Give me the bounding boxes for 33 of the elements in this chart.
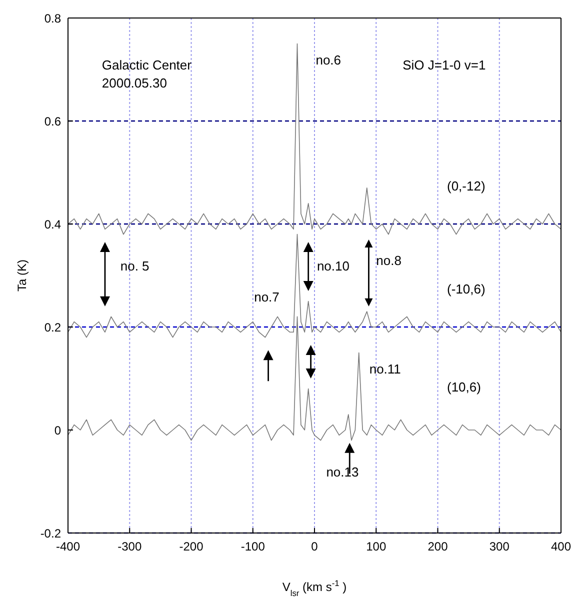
annotation: no. 5 xyxy=(120,258,150,274)
x-tick-label: 200 xyxy=(428,540,448,554)
x-tick-label: -100 xyxy=(240,540,266,554)
line-series xyxy=(68,43,561,235)
y-tick-label: 0.6 xyxy=(44,114,62,128)
x-tick-label: -300 xyxy=(118,540,142,554)
y-tick-label: -0.2 xyxy=(40,526,62,540)
series-label: (-10,6) xyxy=(446,282,486,297)
line-series xyxy=(68,234,561,338)
annotation: no.13 xyxy=(326,464,359,480)
x-tick-label: -200 xyxy=(179,540,204,554)
x-tick-label: 300 xyxy=(489,540,510,554)
y-tick-label: 0.8 xyxy=(44,11,62,26)
y-tick-label: 0.4 xyxy=(44,217,62,232)
annotation: 2000.05.30 xyxy=(102,76,167,91)
x-tick-label: 100 xyxy=(366,540,386,554)
y-tick-label: 0.2 xyxy=(44,320,62,334)
text: (10,6) xyxy=(446,379,481,394)
y-axis-title: Ta (K) xyxy=(15,259,29,292)
annotation: SiO J=1-0 v=1 xyxy=(402,58,486,72)
x-tick-label: 0 xyxy=(311,540,318,554)
x-tick-label: 400 xyxy=(550,540,572,554)
annotation: Galactic Center xyxy=(102,58,192,72)
annotation: no.7 xyxy=(254,289,280,304)
annotation: no.11 xyxy=(369,361,401,376)
x-axis-title: V$_{lsr}$ (km s$^{-1}$) xyxy=(282,578,347,598)
x-tick-label: -400 xyxy=(56,540,80,554)
line-series xyxy=(68,316,561,441)
series-label: (0,-12) xyxy=(446,178,486,194)
annotation: no.10 xyxy=(316,258,350,274)
annotation: no.6 xyxy=(316,52,342,68)
y-tick-label: 0 xyxy=(54,423,62,438)
annotation: no.8 xyxy=(376,253,402,268)
